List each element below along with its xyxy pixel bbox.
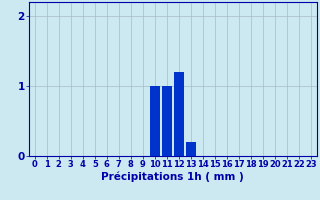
Bar: [162, 86, 172, 156]
Bar: [150, 86, 160, 156]
Bar: [186, 142, 196, 156]
X-axis label: Précipitations 1h ( mm ): Précipitations 1h ( mm ): [101, 172, 244, 182]
Bar: [174, 72, 184, 156]
